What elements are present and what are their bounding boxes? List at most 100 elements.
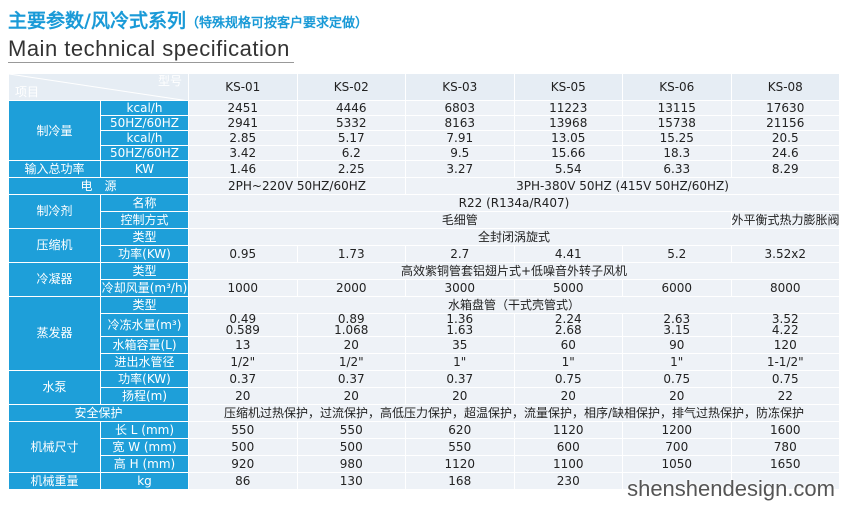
row-label: 类型 [100, 296, 189, 314]
cell: 5000 [513, 279, 623, 297]
spec-row: 制冷量 kcal/h 2451 4446 6803 11223 13115 17630 [8, 100, 840, 161]
title-note: （特殊规格可按客户要求定做） [185, 16, 368, 31]
cell: 1.46 [188, 160, 298, 178]
spec-row: 进出水管径 1/2" 1/2" 1" 1" 1" 1-1/2" [9, 353, 840, 371]
cell: 600 [513, 438, 623, 456]
cell: 20.5 [730, 130, 840, 146]
cell: 550 [405, 438, 515, 456]
corner-cell: 型号 项目 [8, 73, 189, 101]
cell: 130 [296, 472, 406, 490]
row-label: KW [100, 160, 189, 178]
cell: 0.75 [730, 370, 840, 388]
cell: 168 [405, 472, 515, 490]
cell: 2.24 2.68 [513, 313, 623, 337]
cell: 20 [296, 336, 406, 354]
cell-line: 4.22 [771, 323, 799, 337]
cell: 500 [188, 438, 298, 456]
cell: 0.49 0.589 [188, 313, 298, 337]
cell: 毛细管 [188, 211, 732, 229]
row-label: 名称 [100, 194, 189, 212]
title: 主要参数/风冷式系列（特殊规格可按客户要求定做） [8, 6, 368, 33]
cell-line: 1.36 [446, 313, 474, 326]
cell: 5.54 [513, 160, 623, 178]
row-label: 冷冻水量(m³) [100, 313, 189, 337]
cell: 2941 [188, 115, 298, 131]
cell: 22 [730, 387, 840, 405]
row-label: 类型 [100, 228, 189, 246]
row-label: 50HZ/60HZ [100, 145, 189, 161]
row-label: 进出水管径 [100, 353, 189, 371]
cell: 3.42 [188, 145, 298, 161]
cell: 1/2" [188, 353, 298, 371]
cell: 0.89 1.068 [296, 313, 406, 337]
row-group: 制冷量 [8, 100, 101, 161]
cell: 17630 [730, 100, 840, 116]
cell: 1100 [513, 455, 623, 473]
cell-line: 1.068 [334, 323, 369, 337]
spec-row: 输入总功率 KW 1.46 2.25 3.27 5.54 6.33 8.29 [8, 160, 840, 178]
spec-row: kcal/h 2.85 5.17 7.91 13.05 15.25 20.5 [9, 130, 840, 146]
cell: 高效紫铜管套铝翅片式+低噪音外转子风机 [188, 262, 840, 280]
diagonal [9, 74, 183, 100]
cell: 700 [622, 438, 732, 456]
cell: 1120 [513, 421, 623, 439]
row-group: 安全保护 [8, 404, 189, 422]
spec-table: 型号 项目 KS-01 KS-02 KS-03 KS-05 KS-06 KS-08 制冷量 kca… [8, 73, 840, 490]
cell: 1" [405, 353, 515, 371]
spec-row: 安全保护 压缩机过热保护，过流保护，高低压力保护，超温保护，流量保护，相序/缺相保… [8, 404, 840, 422]
header-row: 型号 项目 KS-01 KS-02 KS-03 KS-05 KS-06 KS-08 [8, 73, 840, 101]
row-label: 高 H (mm) [100, 455, 189, 473]
row-group: 电 源 [8, 177, 189, 195]
cell: 1650 [730, 455, 840, 473]
cell: 1050 [622, 455, 732, 473]
cell: 980 [296, 455, 406, 473]
column-header: KS-06 [622, 73, 732, 101]
spec-row: 高 H (mm) 920 980 1120 1100 1050 1650 [9, 455, 840, 473]
cell-line: 2.24 [554, 313, 582, 326]
spec-row: 冷却风量(m³/h) 1000 2000 3000 5000 6000 8000 [9, 279, 840, 297]
cell: 1/2" [296, 353, 406, 371]
cell: 15.25 [622, 130, 732, 146]
cell: 1000 [188, 279, 298, 297]
cell: 1" [622, 353, 732, 371]
subtitle: Main technical specification [8, 36, 294, 63]
row-label: 类型 [100, 262, 189, 280]
cell: 20 [188, 387, 298, 405]
title-text: 主要参数/风冷式系列 [8, 10, 186, 32]
spec-row: 50HZ/60HZ 3.42 6.2 9.5 15.66 18.3 24.6 [9, 145, 840, 161]
spec-row: 电 源 2PH~220V 50HZ/60HZ 3PH-380V 50HZ (415V… [8, 177, 840, 195]
cell: 1-1/2" [730, 353, 840, 371]
cell: 11223 [513, 100, 623, 116]
cell: 13968 [513, 115, 623, 131]
cell: 1.73 [296, 245, 406, 263]
cell: 230 [513, 472, 623, 490]
cell: 1.36 1.63 [405, 313, 515, 337]
cell: 500 [296, 438, 406, 456]
cell: 3.52x2 [730, 245, 840, 263]
cell: 5.2 [622, 245, 732, 263]
cell: 2000 [296, 279, 406, 297]
cell: 120 [730, 336, 840, 354]
empty-cell [730, 472, 840, 490]
column-header: KS-02 [296, 73, 406, 101]
cell: 9.5 [405, 145, 515, 161]
cell: 0.37 [405, 370, 515, 388]
spec-row: 宽 W (mm) 500 500 550 600 700 780 [9, 438, 840, 456]
row-group: 水泵 [8, 370, 101, 405]
cell: 2.25 [296, 160, 406, 178]
row-label: 宽 W (mm) [100, 438, 189, 456]
spec-row: 蒸发器 类型 水箱盘管（干式壳管式） [8, 296, 840, 371]
cell: 2451 [188, 100, 298, 116]
cell-line: 0.589 [225, 323, 260, 337]
column-header: KS-01 [188, 73, 298, 101]
cell: 780 [730, 438, 840, 456]
cell: 13.05 [513, 130, 623, 146]
cell: 压缩机过热保护，过流保护，高低压力保护，超温保护，流量保护，相序/缺相保护，排气… [188, 404, 840, 422]
cell: 20 [405, 387, 515, 405]
cell: 24.6 [730, 145, 840, 161]
cell: 35 [405, 336, 515, 354]
row-group: 压缩机 [8, 228, 101, 263]
column-header: KS-05 [513, 73, 623, 101]
row-label: 冷却风量(m³/h) [100, 279, 189, 297]
